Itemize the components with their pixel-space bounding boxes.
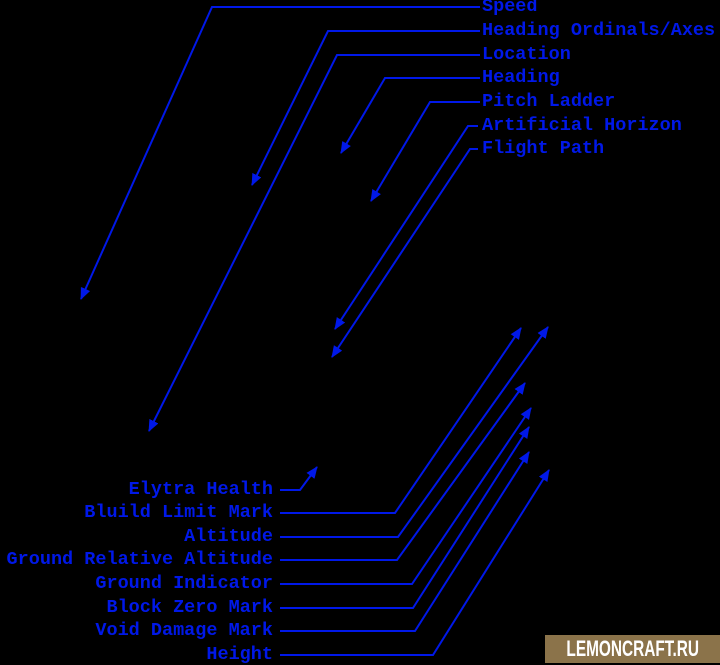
label-artificial-horizon: Artificial Horizon xyxy=(482,115,682,136)
label-pitch-ladder: Pitch Ladder xyxy=(482,91,616,112)
leader-arrow-ground-indicator xyxy=(280,407,532,585)
label-heading: Heading xyxy=(482,67,560,88)
leader-arrow-elytra-health xyxy=(280,466,318,491)
label-altitude: Altitude xyxy=(184,526,273,547)
leader-arrow-heading-ordinals-axes xyxy=(251,30,480,186)
leader-arrow-height xyxy=(280,469,550,656)
leader-arrow-ground-relative-altitude xyxy=(280,382,526,561)
label-block-zero-mark: Block Zero Mark xyxy=(106,597,273,618)
label-speed: Speed xyxy=(482,0,538,17)
label-elytra-health: Elytra Health xyxy=(128,479,273,500)
label-height: Height xyxy=(206,644,273,665)
leader-arrow-location xyxy=(148,54,480,432)
label-location: Location xyxy=(482,44,571,65)
label-build-limit-mark: Bluild Limit Mark xyxy=(84,502,273,523)
watermark-text: LEMONCRAFT.RU xyxy=(566,636,699,661)
watermark-banner: LEMONCRAFT.RU xyxy=(545,635,720,663)
leader-arrow-block-zero-mark xyxy=(280,426,530,609)
leader-arrow-artificial-horizon xyxy=(334,125,478,330)
leader-arrow-build-limit-mark xyxy=(280,327,522,514)
label-flight-path: Flight Path xyxy=(482,138,605,159)
leader-arrow-speed xyxy=(80,6,480,300)
leader-arrow-heading xyxy=(340,77,480,154)
label-ground-indicator: Ground Indicator xyxy=(95,573,273,594)
label-heading-ordinals-axes: Heading Ordinals/Axes xyxy=(482,20,716,41)
label-void-damage-mark: Void Damage Mark xyxy=(95,620,273,641)
leader-arrow-altitude xyxy=(280,326,549,538)
label-ground-relative-altitude: Ground Relative Altitude xyxy=(6,549,273,570)
leader-arrow-pitch-ladder xyxy=(370,101,480,202)
leader-arrow-flight-path xyxy=(331,148,478,358)
leader-arrow-void-damage-mark xyxy=(280,451,530,632)
